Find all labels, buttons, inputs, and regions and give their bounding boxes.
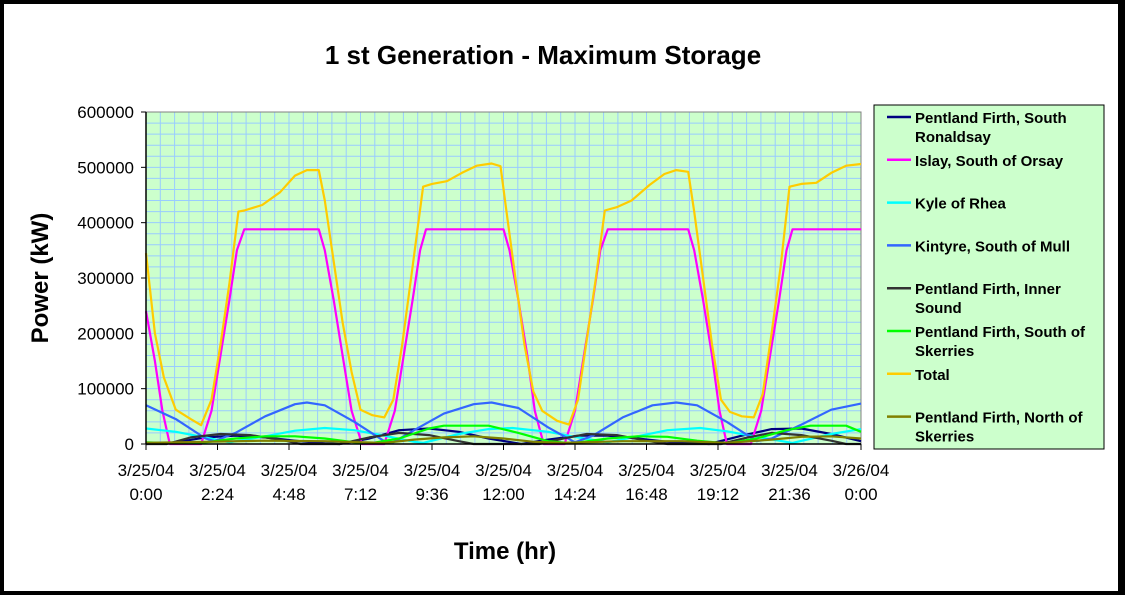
series-line-5 [145,424,862,445]
x-tick-date: 3/25/04 [261,461,318,480]
x-tick-time: 9:36 [415,485,448,504]
series-line-1 [144,228,861,446]
plot-area: 0 100000 200000 300000 400000 500000 600000 3/2… [77,103,889,504]
x-tick-date: 3/25/04 [618,461,675,480]
legend-label: Skerries [915,429,974,446]
y-tick-label: 200000 [77,324,134,343]
x-tick-date: 3/25/04 [690,461,747,480]
y-tick-label: 600000 [77,103,134,122]
x-tick-date: 3/25/04 [189,461,246,480]
legend-label: Ronaldsay [915,129,992,146]
x-tick-time: 19:12 [697,485,740,504]
x-tick-time: 21:36 [768,485,811,504]
series-line-3 [145,401,862,444]
x-tick-date: 3/25/04 [547,461,604,480]
legend-label: Pentland Firth, South of [915,324,1086,341]
x-tick-time: 0:00 [844,485,877,504]
x-tick-date: 3/25/04 [761,461,818,480]
legend-label: Islay, South of Orsay [915,153,1064,170]
y-tick-label: 500000 [77,158,134,177]
x-tick-date: 3/25/04 [332,461,389,480]
y-axis-label: Power (kW) [27,213,54,344]
legend-label: Total [915,367,950,384]
x-tick-time: 2:24 [201,485,234,504]
chart-title: 1 st Generation - Maximum Storage [325,40,761,70]
legend-label: Kyle of Rhea [915,196,1007,213]
legend-label: Pentland Firth, South [915,110,1067,127]
legend-label: Pentland Firth, North of [915,410,1083,427]
legend-label: Pentland Firth, Inner [915,281,1061,298]
x-tick-date: 3/25/04 [404,461,461,480]
series-line-7 [145,435,862,444]
x-tick-date: 3/25/04 [118,461,175,480]
x-axis-label: Time (hr) [454,538,556,565]
legend-label: Kintyre, South of Mull [915,238,1070,255]
y-tick-label: 400000 [77,214,134,233]
series-line-6 [144,162,862,427]
legend: Pentland Firth, South Ronaldsay Islay, Sou… [873,104,1105,450]
y-tick-label: 100000 [77,380,134,399]
x-tick-time: 14:24 [554,485,597,504]
legend-box [873,104,1105,450]
x-tick-time: 7:12 [344,485,377,504]
x-tick-time: 12:00 [482,485,525,504]
y-tick-label: 0 [125,435,134,454]
legend-label: Skerries [915,343,974,360]
y-tick-label: 300000 [77,269,134,288]
x-tick-time: 16:48 [625,485,668,504]
x-tick-time: 0:00 [129,485,162,504]
x-tick-date: 3/25/04 [475,461,532,480]
legend-label: Sound [915,300,962,317]
x-tick-time: 4:48 [272,485,305,504]
x-tick-date: 3/26/04 [833,461,890,480]
